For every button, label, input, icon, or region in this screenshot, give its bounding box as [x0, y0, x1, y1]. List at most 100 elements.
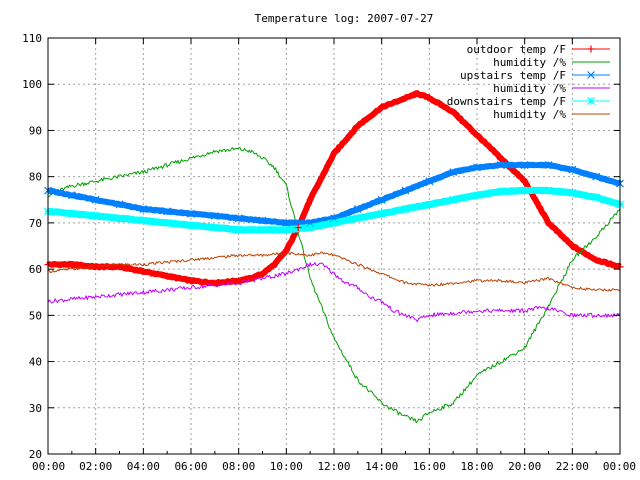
data-point [377, 195, 386, 204]
data-point [544, 186, 553, 195]
x-tick-label: 14:00 [365, 460, 398, 473]
data-point [473, 191, 481, 200]
legend-label: humidity /% [493, 108, 566, 121]
data-point [259, 270, 266, 278]
data-point [545, 219, 552, 227]
chart-title: Temperature log: 2007-07-27 [255, 12, 434, 25]
x-tick-label: 16:00 [413, 460, 446, 473]
data-point [258, 225, 267, 234]
y-tick-label: 90 [29, 124, 42, 137]
data-point [211, 279, 219, 287]
data-point [67, 191, 76, 200]
data-point [91, 195, 100, 204]
series-line [47, 262, 621, 323]
data-point [402, 94, 409, 102]
data-point [544, 161, 553, 170]
data-point [473, 163, 481, 172]
data-point [520, 186, 529, 195]
data-point [449, 168, 458, 176]
data-point [473, 131, 481, 139]
data-point [592, 172, 601, 181]
data-point [592, 193, 601, 202]
y-tick-label: 70 [29, 217, 42, 230]
y-tick-label: 80 [29, 171, 42, 184]
legend-label: upstairs temp /F [460, 69, 566, 82]
legend-label: downstairs temp /F [447, 95, 566, 108]
data-point [520, 161, 529, 170]
data-point [258, 216, 267, 225]
x-tick-label: 00:00 [603, 460, 636, 473]
y-tick-label: 60 [29, 263, 42, 276]
x-tick-label: 12:00 [317, 460, 350, 473]
y-tick-label: 30 [29, 402, 42, 415]
data-point [235, 277, 243, 285]
x-tick-label: 20:00 [508, 460, 541, 473]
data-point [377, 209, 386, 218]
data-point [282, 218, 291, 227]
data-point [294, 224, 302, 232]
data-point [210, 223, 219, 232]
data-point [353, 205, 362, 213]
data-point [139, 216, 148, 225]
data-point [163, 218, 172, 227]
y-tick-label: 100 [22, 78, 42, 91]
data-point [568, 165, 577, 174]
data-point [425, 177, 434, 186]
data-point [306, 196, 314, 204]
x-tick-label: 00:00 [32, 460, 65, 473]
series-line [47, 147, 621, 424]
data-point [68, 260, 76, 268]
data-point [401, 186, 410, 195]
x-tick-label: 08:00 [222, 460, 255, 473]
data-point [187, 221, 195, 230]
data-point [234, 214, 243, 223]
legend-item: humidity /% [493, 56, 610, 69]
legend-marker [587, 97, 595, 105]
data-point [282, 247, 290, 255]
data-point [378, 103, 386, 111]
data-point [330, 150, 338, 158]
legend-label: outdoor temp /F [467, 43, 566, 56]
legend-item: upstairs temp /F [460, 69, 610, 82]
x-tick-label: 18:00 [460, 460, 493, 473]
marker-layer [44, 89, 624, 287]
data-point [187, 209, 195, 218]
data-point [496, 161, 505, 170]
data-point [449, 108, 457, 116]
plot-frame [47, 37, 621, 455]
x-tick-label: 06:00 [174, 460, 207, 473]
x-tick-label: 10:00 [270, 460, 303, 473]
data-point [115, 200, 124, 209]
x-tick-label: 02:00 [79, 460, 112, 473]
data-point [449, 195, 458, 204]
data-point [353, 214, 362, 223]
data-point [425, 200, 434, 209]
data-point [568, 188, 577, 197]
data-point [592, 256, 600, 264]
data-point [282, 225, 291, 234]
data-point [496, 187, 505, 196]
data-point [91, 212, 100, 220]
data-point [163, 272, 171, 280]
data-point [401, 205, 410, 213]
legend-label: humidity /% [493, 82, 566, 95]
data-point [67, 209, 76, 218]
data-point [521, 177, 529, 185]
data-point [568, 242, 576, 250]
legend-item: humidity /% [493, 82, 610, 95]
data-point [92, 263, 100, 271]
data-point [497, 154, 505, 162]
y-tick-label: 20 [29, 448, 42, 461]
axes: 20 30 40 50 60 70 80 90 100 110 00:00 02:00 04:00 06:… [22, 32, 636, 473]
data-point [115, 214, 124, 223]
x-tick-label: 22:00 [556, 460, 589, 473]
legend-marker [587, 71, 595, 79]
data-point [354, 122, 362, 130]
data-point [187, 277, 195, 285]
legend-label: humidity /% [493, 56, 566, 69]
legend-item: downstairs temp /F [447, 95, 610, 108]
data-point [210, 212, 219, 220]
data-point [163, 207, 172, 216]
